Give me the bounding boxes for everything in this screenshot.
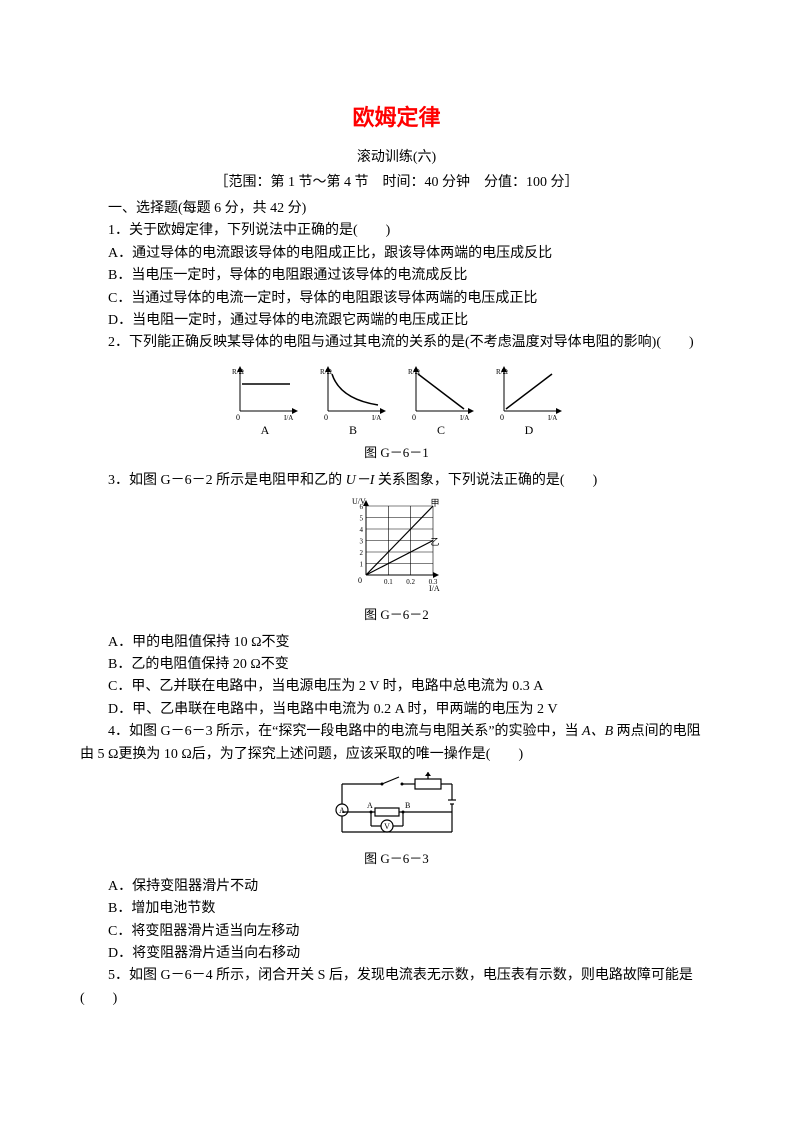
svg-text:A: A bbox=[367, 801, 373, 810]
q3-a: A．甲的电阻值保持 10 Ω不变 bbox=[80, 632, 713, 654]
svg-text:R/Ω: R/Ω bbox=[232, 368, 244, 376]
q4-d: D．将变阻器滑片适当向右移动 bbox=[80, 943, 713, 965]
svg-text:C: C bbox=[436, 423, 444, 437]
svg-text:4: 4 bbox=[360, 526, 364, 534]
svg-text:R/Ω: R/Ω bbox=[320, 368, 332, 376]
page-title: 欧姆定律 bbox=[80, 100, 713, 135]
q2-figure: R/ΩI/A0AR/ΩI/A0BR/ΩI/A0CR/ΩI/A0D 图 G－6－1 bbox=[80, 361, 713, 464]
svg-text:I/A: I/A bbox=[429, 584, 440, 593]
svg-text:I/A: I/A bbox=[548, 414, 557, 422]
svg-text:A: A bbox=[339, 806, 345, 815]
svg-text:5: 5 bbox=[360, 514, 364, 522]
svg-text:R/Ω: R/Ω bbox=[496, 368, 508, 376]
q1-b: B．当电压一定时，导体的电阻跟通过该导体的电流成反比 bbox=[80, 265, 713, 287]
q2-caption: 图 G－6－1 bbox=[80, 443, 713, 464]
q4-stem-prefix: 4．如图 G－6－3 所示，在“探究一段电路中的电流与电阻关系”的实验中，当 bbox=[108, 724, 582, 739]
svg-text:0: 0 bbox=[358, 576, 362, 585]
q3-b: B．乙的电阻值保持 20 Ω不变 bbox=[80, 654, 713, 676]
svg-text:I/A: I/A bbox=[284, 414, 293, 422]
q4-c: C．将变阻器滑片适当向左移动 bbox=[80, 921, 713, 943]
svg-text:0.2: 0.2 bbox=[406, 578, 415, 586]
q4-a: A．保持变阻器滑片不动 bbox=[80, 876, 713, 898]
q1-a: A．通过导体的电流跟该导体的电阻成正比，跟该导体两端的电压成反比 bbox=[80, 243, 713, 265]
svg-text:0.1: 0.1 bbox=[384, 578, 393, 586]
q4-b: B．增加电池节数 bbox=[80, 898, 713, 920]
section-1-heading: 一、选择题(每题 6 分，共 42 分) bbox=[80, 198, 713, 220]
scope-line: ［范围：第 1 节～第 4 节 时间：40 分钟 分值：100 分］ bbox=[80, 172, 713, 194]
svg-text:0: 0 bbox=[412, 413, 416, 422]
q4-caption: 图 G－6－3 bbox=[80, 849, 713, 870]
q1-c: C．当通过导体的电流一定时，导体的电阻跟该导体两端的电压成正比 bbox=[80, 288, 713, 310]
svg-text:A: A bbox=[260, 423, 269, 437]
q3-c: C．甲、乙并联在电路中，当电源电压为 2 V 时，电路中总电流为 0.3 A bbox=[80, 676, 713, 698]
q3-stem-suffix: 关系图象，下列说法正确的是( ) bbox=[374, 473, 597, 488]
svg-text:0: 0 bbox=[236, 413, 240, 422]
q4-stem-var: A、B bbox=[582, 724, 613, 739]
q1-stem: 1．关于欧姆定律，下列说法中正确的是( ) bbox=[80, 220, 713, 242]
q1-d: D．当电阻一定时，通过导体的电流跟它两端的电压成正比 bbox=[80, 310, 713, 332]
svg-text:1: 1 bbox=[360, 560, 364, 568]
q4-stem: 4．如图 G－6－3 所示，在“探究一段电路中的电流与电阻关系”的实验中，当 A… bbox=[80, 721, 713, 766]
q3-figure: 1234560.10.20.3U/VI/A0甲乙 图 G－6－2 bbox=[80, 498, 713, 626]
svg-text:0: 0 bbox=[324, 413, 328, 422]
q2-stem: 2．下列能正确反映某导体的电阻与通过其电流的关系的是(不考虑温度对导体电阻的影响… bbox=[80, 332, 713, 354]
svg-text:B: B bbox=[348, 423, 356, 437]
svg-text:U/V: U/V bbox=[352, 498, 366, 506]
svg-text:甲: 甲 bbox=[431, 498, 440, 508]
svg-text:3: 3 bbox=[360, 537, 364, 545]
q3-caption: 图 G－6－2 bbox=[80, 605, 713, 626]
svg-text:V: V bbox=[384, 822, 390, 831]
mini-plots-icon: R/ΩI/A0AR/ΩI/A0BR/ΩI/A0CR/ΩI/A0D bbox=[217, 361, 577, 441]
subtitle: 滚动训练(六) bbox=[80, 147, 713, 169]
q4-figure: A A B V 图 G－6－3 bbox=[80, 772, 713, 870]
svg-text:0: 0 bbox=[500, 413, 504, 422]
svg-text:2: 2 bbox=[360, 549, 364, 557]
page-root: 欧姆定律 滚动训练(六) ［范围：第 1 节～第 4 节 时间：40 分钟 分值… bbox=[0, 0, 793, 1122]
circuit-icon: A A B V bbox=[327, 772, 467, 847]
svg-text:B: B bbox=[405, 801, 410, 810]
q3-stem-prefix: 3．如图 G－6－2 所示是电阻甲和乙的 bbox=[108, 473, 346, 488]
svg-text:乙: 乙 bbox=[431, 537, 440, 547]
svg-text:I/A: I/A bbox=[460, 414, 469, 422]
ui-chart-icon: 1234560.10.20.3U/VI/A0甲乙 bbox=[344, 498, 449, 603]
q3-stem: 3．如图 G－6－2 所示是电阻甲和乙的 U－I 关系图象，下列说法正确的是( … bbox=[80, 470, 713, 492]
svg-text:D: D bbox=[524, 423, 533, 437]
q3-d: D．甲、乙串联在电路中，当电路中电流为 0.2 A 时，甲两端的电压为 2 V bbox=[80, 699, 713, 721]
q5-stem: 5．如图 G－6－4 所示，闭合开关 S 后，发现电流表无示数，电压表有示数，则… bbox=[80, 965, 713, 1010]
svg-text:I/A: I/A bbox=[372, 414, 381, 422]
q3-stem-var: U－I bbox=[346, 473, 375, 488]
